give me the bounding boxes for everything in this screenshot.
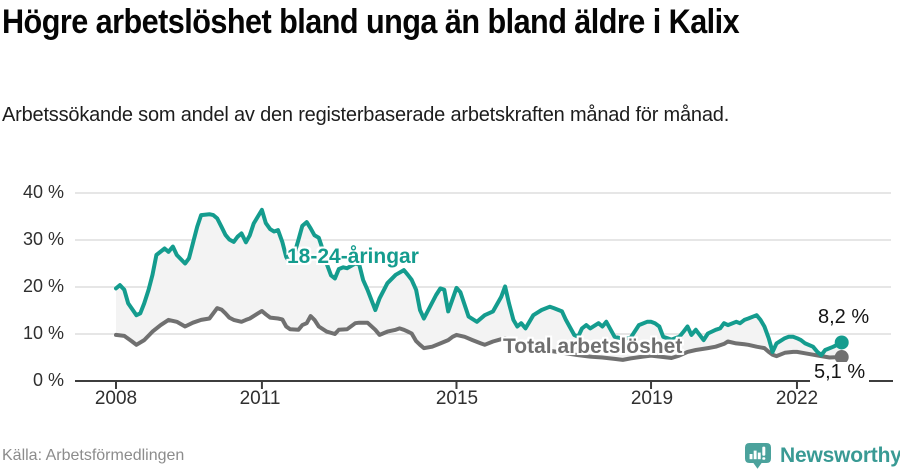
youth-line [114,207,844,358]
series-label-total: Total arbetslöshet [503,335,683,358]
end-value-label-total: 5,1 % [810,362,870,384]
newsworthy-logo: Newsworthy [744,442,900,470]
y-tick-label-20: 20 % [22,276,64,296]
total-end-dot [834,350,849,365]
y-tick-label-0: 0 % [32,370,64,390]
x-tick-label-2019: 2019 [630,388,674,409]
newsworthy-logo-icon [744,442,772,470]
series-label-youth: 18-24-åringar [287,245,419,268]
y-tick-label-40: 40 % [22,182,64,202]
y-tick-label-30: 30 % [22,229,64,249]
x-tick-label-2011: 2011 [239,388,281,409]
newsworthy-logo-text: Newsworthy [780,444,900,467]
page-subtitle: Arbetssökande som andel av den registerb… [2,104,730,126]
end-value-label-youth: 8,2 % [818,306,870,328]
total-line [114,306,844,362]
source-note: Källa: Arbetsförmedlingen [2,447,185,464]
x-tick-label-2015: 2015 [435,388,479,409]
youth-end-dot [834,335,849,350]
y-tick-label-10: 10 % [22,323,64,343]
x-tick-label-2008: 2008 [94,388,138,409]
x-tick-label-2022: 2022 [775,388,819,409]
page-title: Högre arbetslöshet bland unga än bland ä… [2,3,740,41]
